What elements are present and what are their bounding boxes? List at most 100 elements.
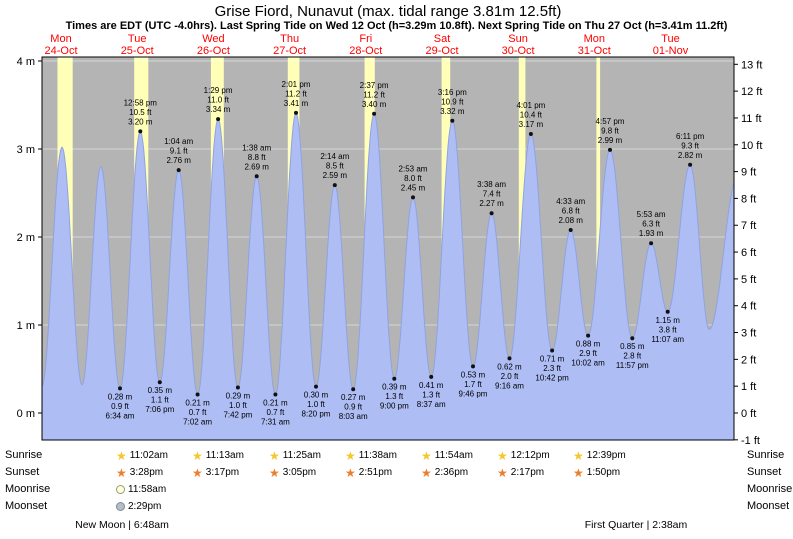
sunrise-time: ★ 11:25am (269, 449, 321, 462)
sunset-icon: ★ (573, 465, 584, 480)
right-axis-label: 13 ft (741, 59, 762, 71)
new-moon-note: New Moon | 6:48am (75, 519, 169, 531)
sunset-time: ★ 3:17pm (192, 466, 239, 479)
day-date-label: 29-Oct (425, 45, 458, 57)
left-axis-label: 1 m (17, 320, 35, 332)
day-date-label: 26-Oct (197, 45, 230, 57)
high-tide-label-line: 7.4 ft (483, 190, 502, 199)
sunrise-time-text: 11:13am (205, 450, 244, 461)
moonrise-row-label-left: Moonrise (5, 483, 51, 495)
high-tide-label-line: 2:01 pm (282, 80, 311, 89)
low-tide-label-line: 0.71 m (540, 355, 565, 364)
sunset-time-text: 2:17pm (510, 467, 545, 478)
right-axis-label: 2 ft (741, 354, 756, 366)
right-axis-label: 11 ft (741, 113, 762, 125)
sunset-time-text: 2:36pm (434, 467, 469, 478)
day-date-label: 25-Oct (121, 45, 154, 57)
tide-extreme-dot (528, 132, 533, 136)
low-tide-label-line: 1.15 m (655, 316, 680, 325)
high-tide-label-line: 3:38 am (477, 180, 506, 189)
moonset-icon (116, 502, 125, 511)
high-tide-label-line: 2.59 m (323, 171, 348, 180)
low-tide-label-line: 11:57 pm (616, 361, 649, 370)
tide-extreme-dot (195, 392, 200, 397)
left-axis-label: 4 m (17, 56, 35, 68)
sunrise-time: ★ 11:02am (116, 449, 168, 462)
tide-extreme-dot (176, 168, 181, 173)
high-tide-label-line: 8.0 ft (404, 174, 423, 183)
low-tide-label-line: 8:03 am (339, 412, 368, 421)
sunrise-icon: ★ (269, 448, 280, 463)
page-subtitle: Times are EDT (UTC -4.0hrs). Last Spring… (65, 20, 728, 32)
low-tide-label-line: 1.7 ft (464, 380, 483, 389)
tide-extreme-dot (568, 228, 573, 232)
right-axis-label: 12 ft (741, 86, 762, 98)
sunset-time-text: 3:28pm (129, 467, 164, 478)
high-tide-label-line: 2:37 pm (360, 81, 389, 90)
tide-extreme-dot (688, 162, 693, 167)
moonset-time-text: 2:29pm (128, 501, 162, 512)
sunset-icon: ★ (497, 465, 508, 480)
left-axis-label: 2 m (17, 232, 35, 244)
high-tide-label-line: 3:16 pm (438, 88, 467, 97)
day-name-label: Mon (584, 33, 605, 45)
tide-extreme-dot (507, 356, 512, 361)
low-tide-label-line: 10:42 pm (535, 374, 569, 383)
sunrise-time-text: 12:12pm (510, 450, 550, 461)
tide-extreme-dot (118, 386, 122, 391)
high-tide-label-line: 3.40 m (362, 100, 387, 109)
low-tide-label-line: 9:16 am (495, 381, 524, 390)
right-axis-label: 5 ft (741, 274, 756, 286)
high-tide-label-line: 2.76 m (166, 156, 191, 165)
high-tide-label-line: 5:53 am (637, 210, 666, 219)
sunrise-icon: ★ (345, 448, 356, 463)
tide-extreme-dot (471, 364, 475, 369)
sunrise-row-label-left: Sunrise (5, 449, 43, 461)
low-tide-label-line: 0.29 m (226, 392, 251, 401)
right-axis-label: 7 ft (741, 220, 756, 232)
tide-extreme-dot (332, 183, 337, 188)
low-tide-label-line: 11:07 am (651, 335, 684, 344)
low-tide-label-line: 1.0 ft (229, 401, 248, 410)
day-name-label: Fri (359, 33, 372, 45)
high-tide-label-line: 3.41 m (284, 99, 309, 108)
sunrise-time-text: 11:38am (358, 450, 397, 461)
left-axis-label: 3 m (17, 144, 35, 156)
tide-extreme-dot (630, 336, 635, 341)
low-tide-label-line: 2.8 ft (623, 352, 642, 361)
tide-extreme-dot (235, 385, 240, 390)
low-tide-label-line: 0.35 m (148, 386, 173, 395)
tide-extreme-dot (608, 147, 612, 152)
sunset-time-text: 1:50pm (586, 467, 621, 478)
low-tide-label-line: 0.30 m (304, 391, 329, 400)
sunset-time: ★ 2:51pm (345, 466, 392, 479)
low-tide-label-line: 0.7 ft (267, 408, 286, 417)
low-tide-label-line: 0.88 m (576, 340, 601, 349)
high-tide-label-line: 11.2 ft (285, 89, 307, 98)
day-name-label: Mon (50, 33, 71, 45)
sunset-icon: ★ (421, 465, 432, 480)
tide-extreme-dot (649, 241, 654, 246)
low-tide-label-line: 7:42 pm (223, 411, 252, 420)
high-tide-label-line: 1:04 am (164, 137, 193, 146)
high-tide-label-line: 6.3 ft (642, 220, 661, 229)
sunset-time: ★ 3:05pm (269, 466, 316, 479)
sunrise-icon: ★ (573, 448, 584, 463)
sunrise-time: ★ 12:39pm (573, 449, 626, 462)
low-tide-label-line: 7:02 am (183, 418, 212, 427)
tide-extreme-dot (254, 174, 259, 179)
high-tide-label-line: 6:11 pm (676, 132, 705, 141)
tide-curve-area (42, 112, 734, 440)
moonrise-time-text: 11:58am (128, 484, 167, 495)
high-tide-label-line: 11.0 ft (207, 96, 229, 105)
low-tide-label-line: 0.62 m (497, 362, 522, 371)
right-axis-label: 1 ft (741, 381, 756, 393)
axes: 4 m 3 m 2 m 1 m 0 m 13 ft 12 ft 11 ft 10 ft 9 ft 8… (17, 56, 763, 446)
high-tide-label-line: 2.08 m (558, 216, 583, 225)
tide-extreme-dot (489, 211, 494, 216)
high-tide-label-line: 2:14 am (320, 152, 349, 161)
tide-extreme-dot (216, 117, 221, 122)
sunrise-time-text: 11:25am (282, 450, 321, 461)
sunrise-time-text: 11:02am (129, 450, 168, 461)
high-tide-label-line: 2.27 m (479, 199, 504, 208)
